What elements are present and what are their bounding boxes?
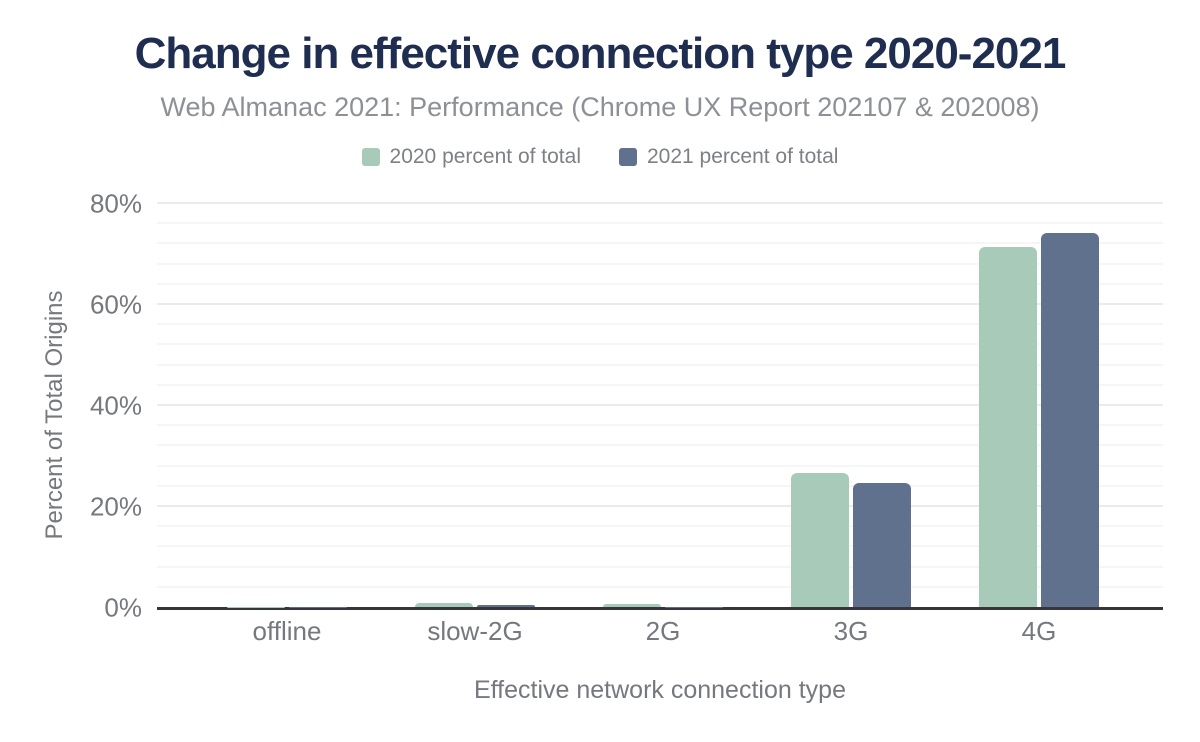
minor-gridline (157, 444, 1163, 447)
minor-gridline (157, 323, 1163, 326)
chart-title: Change in effective connection type 2020… (134, 29, 1067, 78)
minor-gridline (157, 242, 1163, 245)
bar-slow-2G-2021[interactable] (477, 604, 535, 607)
major-gridline (157, 202, 1163, 204)
bar-2G-2020[interactable] (603, 604, 661, 607)
x-tick-label-slow-2G: slow-2G (427, 616, 523, 646)
y-tick-label: 80% (89, 188, 142, 219)
minor-gridline (157, 525, 1163, 528)
bar-4G-2021[interactable] (1041, 232, 1099, 607)
legend-label-2021: 2021 percent of total (647, 145, 839, 168)
minor-gridline (157, 343, 1163, 346)
legend-label-2020: 2020 percent of total (389, 145, 581, 168)
x-tick-label-offline: offline (252, 616, 322, 646)
x-tick-label-4G: 4G (1021, 616, 1057, 646)
y-tick-labels: 0% 20% 40% 60% 80% (0, 0, 142, 742)
minor-gridline (157, 565, 1163, 568)
minor-gridline (157, 585, 1163, 588)
bar-2G-2021[interactable] (665, 606, 723, 607)
legend-item-2020: 2020 percent of total (361, 145, 581, 169)
bar-3G-2021[interactable] (853, 483, 911, 607)
legend-swatch-2021-icon (619, 148, 637, 166)
legend-swatch-2020-icon (361, 148, 380, 166)
minor-gridline (157, 545, 1163, 548)
minor-gridline (157, 464, 1163, 467)
bar-offline-2021[interactable] (289, 606, 347, 607)
x-tick-label-2G: 2G (645, 616, 681, 646)
y-tick-label: 20% (89, 491, 142, 522)
bar-slow-2G-2020[interactable] (415, 602, 473, 607)
chart-subtitle: Web Almanac 2021: Performance (Chrome UX… (160, 92, 1040, 122)
bar-4G-2020[interactable] (979, 246, 1037, 607)
bar-offline-2020[interactable] (227, 606, 285, 607)
minor-gridline (157, 484, 1163, 487)
x-axis-title: Effective network connection type (474, 676, 846, 704)
plot-area (157, 202, 1163, 610)
y-tick-label: 60% (89, 289, 142, 320)
y-tick-label: 40% (89, 390, 142, 421)
minor-gridline (157, 282, 1163, 285)
minor-gridline (157, 424, 1163, 427)
minor-gridline (157, 383, 1163, 386)
major-gridline (157, 303, 1163, 305)
bar-3G-2020[interactable] (791, 472, 849, 607)
minor-gridline (157, 363, 1163, 366)
minor-gridline (157, 222, 1163, 225)
y-tick-label: 0% (104, 592, 142, 623)
legend: 2020 percent of total 2021 percent of to… (0, 145, 1200, 169)
x-tick-label-3G: 3G (833, 616, 869, 646)
major-gridline (157, 404, 1163, 406)
minor-gridline (157, 262, 1163, 265)
major-gridline (157, 505, 1163, 507)
legend-item-2021: 2021 percent of total (619, 145, 838, 169)
